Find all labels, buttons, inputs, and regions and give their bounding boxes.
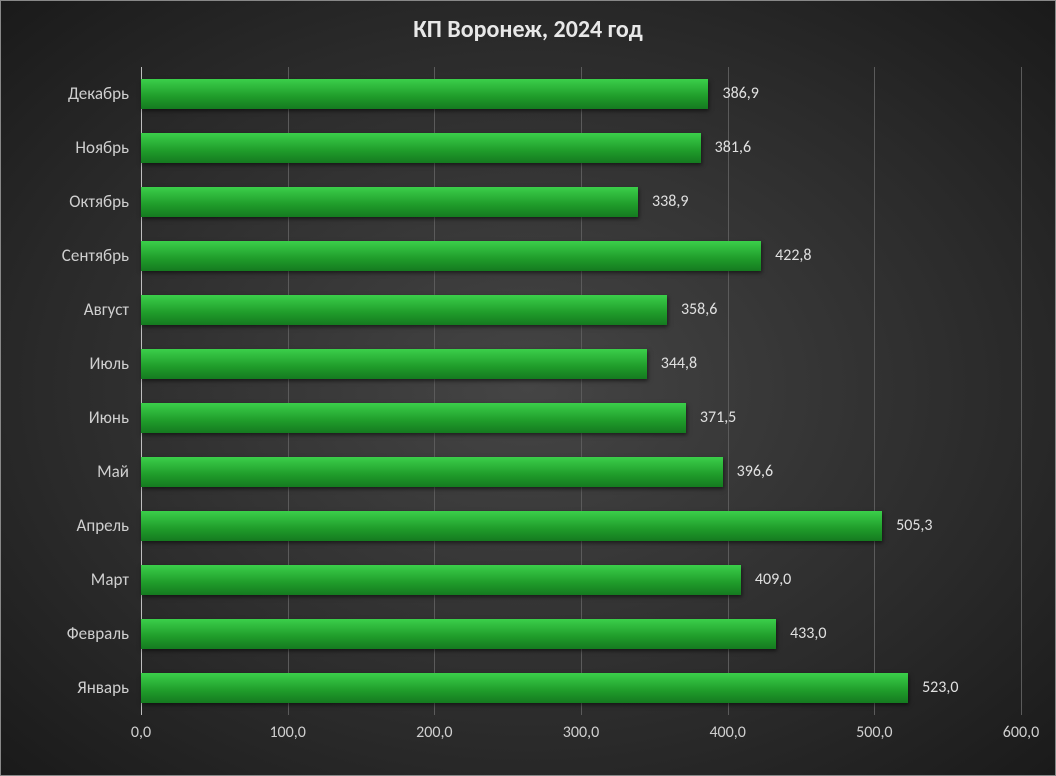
bar-row: Март409,0 xyxy=(141,553,1021,607)
bar-row: Февраль433,0 xyxy=(141,607,1021,661)
bar-value-label: 422,8 xyxy=(761,241,811,271)
category-label: Март xyxy=(91,565,141,595)
bar-value-label: 386,9 xyxy=(708,79,758,109)
bar-value-label: 358,6 xyxy=(667,295,717,325)
plot-area: 0,0100,0200,0300,0400,0500,0600,0Декабрь… xyxy=(141,67,1021,715)
category-label: Сентябрь xyxy=(62,241,141,271)
bar-row: Июнь371,5 xyxy=(141,391,1021,445)
bar-row: Апрель505,3 xyxy=(141,499,1021,553)
category-label: Февраль xyxy=(67,619,141,649)
bar-row: Ноябрь381,6 xyxy=(141,121,1021,175)
bar-value-label: 344,8 xyxy=(647,349,697,379)
bar xyxy=(141,187,638,217)
bar xyxy=(141,133,701,163)
x-tick-label: 100,0 xyxy=(269,715,305,742)
x-tick-label: 400,0 xyxy=(709,715,745,742)
bar xyxy=(141,619,776,649)
bar xyxy=(141,457,723,487)
bar-value-label: 523,0 xyxy=(908,673,958,703)
category-label: Август xyxy=(84,295,141,325)
bar-value-label: 381,6 xyxy=(701,133,751,163)
gridline xyxy=(1021,67,1022,715)
category-label: Июнь xyxy=(89,403,141,433)
chart-title: КП Воронеж, 2024 год xyxy=(1,15,1055,44)
category-label: Июль xyxy=(89,349,141,379)
category-label: Декабрь xyxy=(68,79,141,109)
category-label: Октябрь xyxy=(69,187,141,217)
x-tick-label: 0,0 xyxy=(131,715,151,742)
category-label: Ноябрь xyxy=(75,133,141,163)
bar xyxy=(141,349,647,379)
bar-row: Май396,6 xyxy=(141,445,1021,499)
bar-row: Август358,6 xyxy=(141,283,1021,337)
x-tick-label: 500,0 xyxy=(856,715,892,742)
bar xyxy=(141,403,686,433)
category-label: Апрель xyxy=(77,511,141,541)
chart-container: КП Воронеж, 2024 год 0,0100,0200,0300,04… xyxy=(0,0,1056,776)
bar-value-label: 396,6 xyxy=(723,457,773,487)
bar-row: Июль344,8 xyxy=(141,337,1021,391)
bar xyxy=(141,295,667,325)
bar-row: Январь523,0 xyxy=(141,661,1021,715)
category-label: Январь xyxy=(77,673,141,703)
bar-value-label: 433,0 xyxy=(776,619,826,649)
x-tick-label: 600,0 xyxy=(1003,715,1039,742)
bar xyxy=(141,241,761,271)
x-tick-label: 200,0 xyxy=(416,715,452,742)
bar-value-label: 505,3 xyxy=(882,511,932,541)
bar-row: Октябрь338,9 xyxy=(141,175,1021,229)
bar-value-label: 371,5 xyxy=(686,403,736,433)
bar xyxy=(141,565,741,595)
bar-row: Декабрь386,9 xyxy=(141,67,1021,121)
bar xyxy=(141,79,708,109)
category-label: Май xyxy=(97,457,141,487)
bar xyxy=(141,673,908,703)
bar-value-label: 338,9 xyxy=(638,187,688,217)
x-tick-label: 300,0 xyxy=(563,715,599,742)
bar-row: Сентябрь422,8 xyxy=(141,229,1021,283)
bar-value-label: 409,0 xyxy=(741,565,791,595)
bar xyxy=(141,511,882,541)
